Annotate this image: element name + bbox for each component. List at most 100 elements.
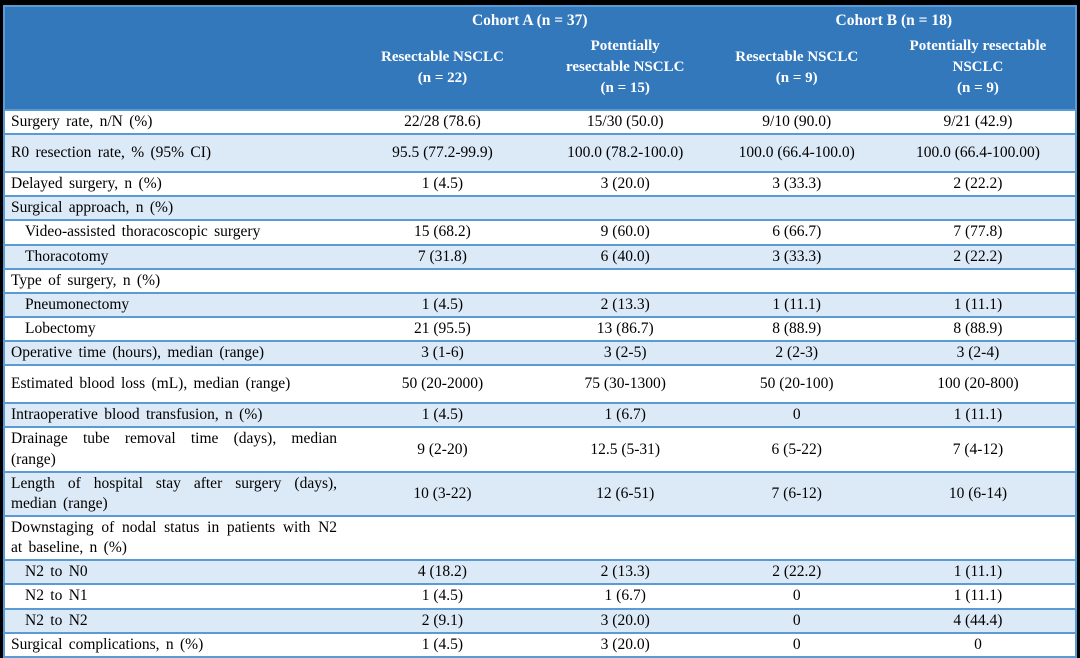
cell-value: 9 (2-20) xyxy=(417,440,468,458)
row-label: Surgery rate, n/N (%) xyxy=(11,113,153,130)
column-header-resectable-b: Resectable NSCLC (n = 9) xyxy=(712,32,881,110)
cell-value: 8 (88.9) xyxy=(953,320,1003,338)
cell-value: 50 (20-100) xyxy=(759,375,834,393)
cell-value: 6 (40.0) xyxy=(537,244,713,269)
cell-value: 1 (11.1) xyxy=(880,560,1076,585)
cell-value: 12.5 (5-31) xyxy=(590,440,661,458)
cell-value: 3 (1-6) xyxy=(347,341,538,366)
table-row: Downstaging of nodal status in patients … xyxy=(4,516,1076,561)
cell-value xyxy=(538,269,713,293)
cell-value: 3 (20.0) xyxy=(537,608,713,633)
table-row: Drainage tube removal time (days), media… xyxy=(4,427,1076,472)
row-label: Surgical complications, n (%) xyxy=(11,635,204,653)
cell-value: 7 (77.8) xyxy=(953,223,1003,241)
cell-value: 75 (30-1300) xyxy=(584,375,666,393)
row-label: Pneumonectomy xyxy=(4,292,348,317)
cell-value: 1 (11.1) xyxy=(880,403,1076,428)
row-label: Drainage tube removal time (days), media… xyxy=(11,430,338,468)
table-row: Operative time (hours), median (range) 3 … xyxy=(4,341,1076,366)
cell-value: 2 (13.3) xyxy=(537,560,713,585)
row-label: N2 to N2 xyxy=(4,608,348,633)
cell-value: 9/21 (42.9) xyxy=(943,113,1013,131)
cell-value: 1 (4.5) xyxy=(347,292,538,317)
cell-value xyxy=(347,196,538,221)
cell-value: 2 (13.3) xyxy=(537,292,713,317)
table-body: Surgery rate, n/N (%) 22/28 (78.6) 15/30 (… xyxy=(4,110,1076,657)
table-row: Thoracotomy 7 (31.8) 6 (40.0) 3 (33.3) 2 (22… xyxy=(4,244,1076,269)
table-row: Video-assisted thoracoscopic surgery 15 (… xyxy=(4,220,1076,245)
cell-value: 3 (2-5) xyxy=(537,341,713,366)
cell-value: 9 (60.0) xyxy=(600,223,650,241)
cell-value: 0 xyxy=(792,635,801,653)
table-frame: Cohort A (n = 37) Cohort B (n = 18) Rese… xyxy=(3,5,1077,658)
cell-value: 10 (3-22) xyxy=(347,471,538,516)
row-label: Surgical approach, n (%) xyxy=(4,196,348,221)
cell-value: 0 xyxy=(712,403,881,428)
row-label: Downstaging of nodal status in patients … xyxy=(11,518,338,557)
cell-value xyxy=(881,269,1076,293)
cell-value: 1 (4.5) xyxy=(421,635,464,653)
cell-value: 2 (22.2) xyxy=(880,244,1076,269)
row-label: Operative time (hours), median (range) xyxy=(4,341,348,366)
table-row: Surgical approach, n (%) xyxy=(4,196,1076,221)
subheader-row: Resectable NSCLC (n = 22) Potentially re… xyxy=(4,32,1076,110)
cell-value xyxy=(713,516,881,560)
cell-value: 7 (4-12) xyxy=(952,440,1004,458)
column-header-potentially-resectable-b: Potentially resectable NSCLC (n = 9) xyxy=(880,32,1076,110)
empty-header-cell xyxy=(4,6,348,32)
cell-value xyxy=(712,196,881,221)
empty-header-cell xyxy=(4,32,348,110)
cell-value: 50 (20-2000) xyxy=(401,375,484,393)
cell-value xyxy=(880,196,1076,221)
cell-value: 2 (9.1) xyxy=(347,608,538,633)
table-row: N2 to N1 1 (4.5) 1 (6.7) 0 1 (11.1) xyxy=(4,584,1076,609)
cohort-header-row: Cohort A (n = 37) Cohort B (n = 18) xyxy=(4,6,1076,32)
cell-value: 1 (4.5) xyxy=(421,587,464,605)
cell-value: 3 (2-4) xyxy=(880,341,1076,366)
row-label: Type of surgery, n (%) xyxy=(11,271,161,289)
cell-value: 7 (6-12) xyxy=(712,471,881,516)
cell-value: 1 (11.1) xyxy=(712,292,881,317)
table-row: Estimated blood loss (mL), median (range… xyxy=(4,365,1076,404)
table-row: Type of surgery, n (%) xyxy=(4,269,1076,293)
cell-value: 0 xyxy=(792,587,801,605)
cell-value: 22/28 (78.6) xyxy=(404,113,481,131)
cell-value: 1 (6.7) xyxy=(604,587,646,605)
row-label: Length of hospital stay after surgery (d… xyxy=(4,471,348,516)
surgery-outcomes-table: Cohort A (n = 37) Cohort B (n = 18) Rese… xyxy=(3,5,1077,658)
row-label: Video-assisted thoracoscopic surgery xyxy=(25,223,261,241)
row-label: N2 to N0 xyxy=(4,560,348,585)
table-header: Cohort A (n = 37) Cohort B (n = 18) Rese… xyxy=(4,6,1076,110)
cell-value: 1 (6.7) xyxy=(537,403,713,428)
cohort-a-header: Cohort A (n = 37) xyxy=(347,6,713,32)
table-row: Delayed surgery, n (%) 1 (4.5) 3 (20.0) 3 (… xyxy=(4,172,1076,197)
row-label: Estimated blood loss (mL), median (range… xyxy=(11,375,291,393)
cell-value: 2 (22.2) xyxy=(712,560,881,585)
cell-value: 21 (95.5) xyxy=(414,320,471,338)
column-header-resectable-a: Resectable NSCLC (n = 22) xyxy=(347,32,538,110)
cell-value: 8 (88.9) xyxy=(772,320,822,338)
cell-value: 13 (86.7) xyxy=(596,320,654,338)
cell-value: 2 (22.2) xyxy=(953,175,1003,193)
row-label: N2 to N1 xyxy=(25,587,88,605)
cell-value: 12 (6-51) xyxy=(537,471,713,516)
row-label: Delayed surgery, n (%) xyxy=(11,175,162,193)
row-label: Lobectomy xyxy=(25,319,96,337)
cell-value: 1 (4.5) xyxy=(421,175,464,193)
table-row: Intraoperative blood transfusion, n (%) 1… xyxy=(4,403,1076,428)
cell-value: 95.5 (77.2-99.9) xyxy=(347,134,538,173)
column-header-potentially-resectable-a: Potentially resectable NSCLC (n = 15) xyxy=(537,32,713,110)
cell-value: 3 (20.0) xyxy=(600,175,650,193)
table-row: Surgery rate, n/N (%) 22/28 (78.6) 15/30 (… xyxy=(4,110,1076,135)
cell-value: 3 (33.3) xyxy=(712,244,881,269)
cell-value xyxy=(538,516,713,560)
cell-value: 7 (31.8) xyxy=(347,244,538,269)
cell-value xyxy=(347,516,538,560)
cell-value: 3 (33.3) xyxy=(772,175,822,193)
table-row: Lobectomy 21 (95.5) 13 (86.7) 8 (88.9) 8 (88… xyxy=(4,317,1076,342)
cell-value: 100 (20-800) xyxy=(937,375,1019,393)
cohort-b-header: Cohort B (n = 18) xyxy=(712,6,1076,32)
cell-value: 0 xyxy=(974,635,982,653)
table-row: Surgical complications, n (%) 1 (4.5) 3 (2… xyxy=(4,633,1076,657)
cell-value xyxy=(537,196,713,221)
